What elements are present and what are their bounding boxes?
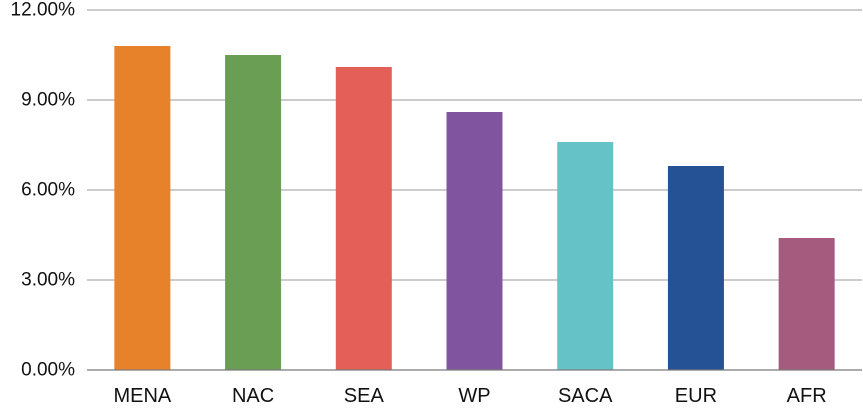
bar-mena <box>114 46 171 370</box>
y-axis-ticks: 0.00% 3.00% 6.00% 9.00% 12.00% <box>11 0 76 381</box>
x-tick-label-saca: SACA <box>558 385 613 407</box>
bar-eur <box>667 166 724 370</box>
x-tick-label-sea: SEA <box>344 385 385 407</box>
bar-sea <box>335 67 392 370</box>
bar-afr <box>778 238 835 370</box>
x-tick-label-wp: WP <box>458 385 490 407</box>
y-tick-label: 6.00% <box>21 180 75 201</box>
y-tick-label: 9.00% <box>21 90 75 111</box>
y-tick-label: 3.00% <box>21 270 75 291</box>
x-tick-label-eur: EUR <box>675 385 717 407</box>
x-tick-label-mena: MENA <box>113 385 171 407</box>
x-tick-label-afr: AFR <box>787 385 827 407</box>
bar-wp <box>446 112 503 370</box>
x-axis-categories: MENA NAC SEA WP SACA EUR AFR <box>113 385 826 407</box>
y-tick-label: 0.00% <box>21 360 75 381</box>
bar-nac <box>225 55 282 370</box>
bars <box>114 46 835 370</box>
bar-saca <box>557 142 614 370</box>
y-tick-label: 12.00% <box>11 0 76 21</box>
x-tick-label-nac: NAC <box>232 385 274 407</box>
